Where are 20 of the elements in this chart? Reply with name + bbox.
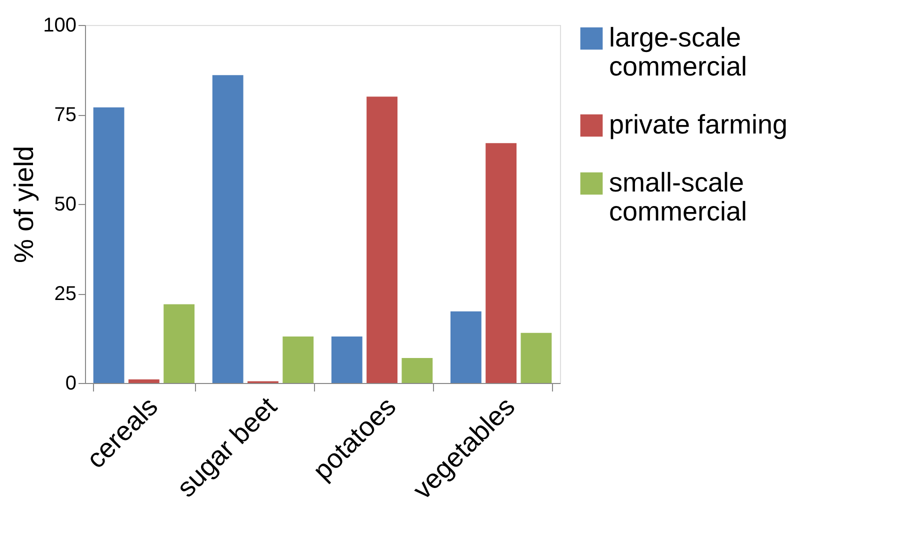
legend-label: large-scale commercial bbox=[609, 22, 748, 82]
bar bbox=[402, 358, 433, 383]
y-axis-title: % of yield bbox=[9, 146, 40, 264]
bar bbox=[164, 304, 195, 383]
bar bbox=[520, 332, 552, 383]
legend-label: small-scale commercial bbox=[609, 168, 748, 226]
bar bbox=[128, 379, 160, 383]
y-tick-label: 75 bbox=[54, 104, 76, 126]
legend-label: private farming bbox=[609, 110, 788, 140]
bar bbox=[366, 96, 398, 383]
y-tick-label: 25 bbox=[54, 283, 76, 305]
bar bbox=[450, 311, 482, 383]
y-tick-label: 0 bbox=[65, 372, 76, 394]
bar bbox=[282, 336, 314, 383]
bar bbox=[331, 336, 362, 383]
y-tick-label: 100 bbox=[43, 14, 76, 36]
y-tick-label: 50 bbox=[54, 194, 76, 216]
bar bbox=[93, 107, 124, 383]
bar bbox=[212, 75, 244, 383]
bar bbox=[486, 143, 517, 383]
